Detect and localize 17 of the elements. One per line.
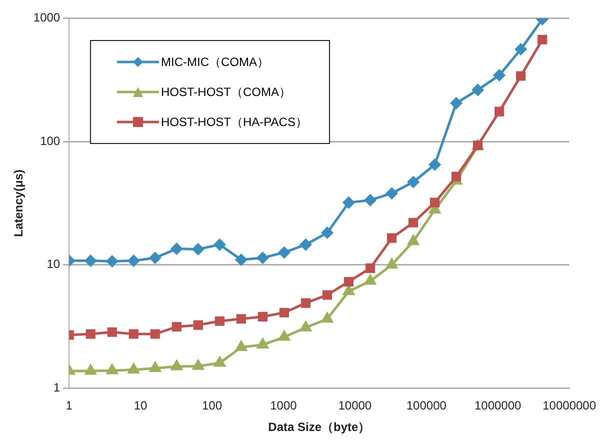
x-tick-label: 1 [66,398,73,413]
x-tick-label: 1000 [270,398,298,413]
y-tick-label: 100 [40,134,60,148]
legend-label: MIC-MIC（COMA） [161,54,269,70]
y-axis-title: Latency(μs) [12,170,26,237]
y-tick-label: 10 [46,257,60,272]
x-tick-label: 10000 [338,398,372,413]
legend-label: HOST-HOST（COMA） [161,84,292,100]
legend-label: HOST-HOST（HA-PACS） [161,114,308,130]
y-tick-label: 1000 [33,10,60,25]
x-tick-label: 100000 [406,398,447,413]
x-tick-label: 100 [202,398,222,413]
x-axis-title: Data Size（byte） [268,420,370,434]
x-tick-label: 10000000 [542,398,596,413]
y-tick-label: 1 [53,380,60,395]
x-tick-label: 1000000 [474,398,522,413]
x-tick-label: 10 [134,398,148,413]
